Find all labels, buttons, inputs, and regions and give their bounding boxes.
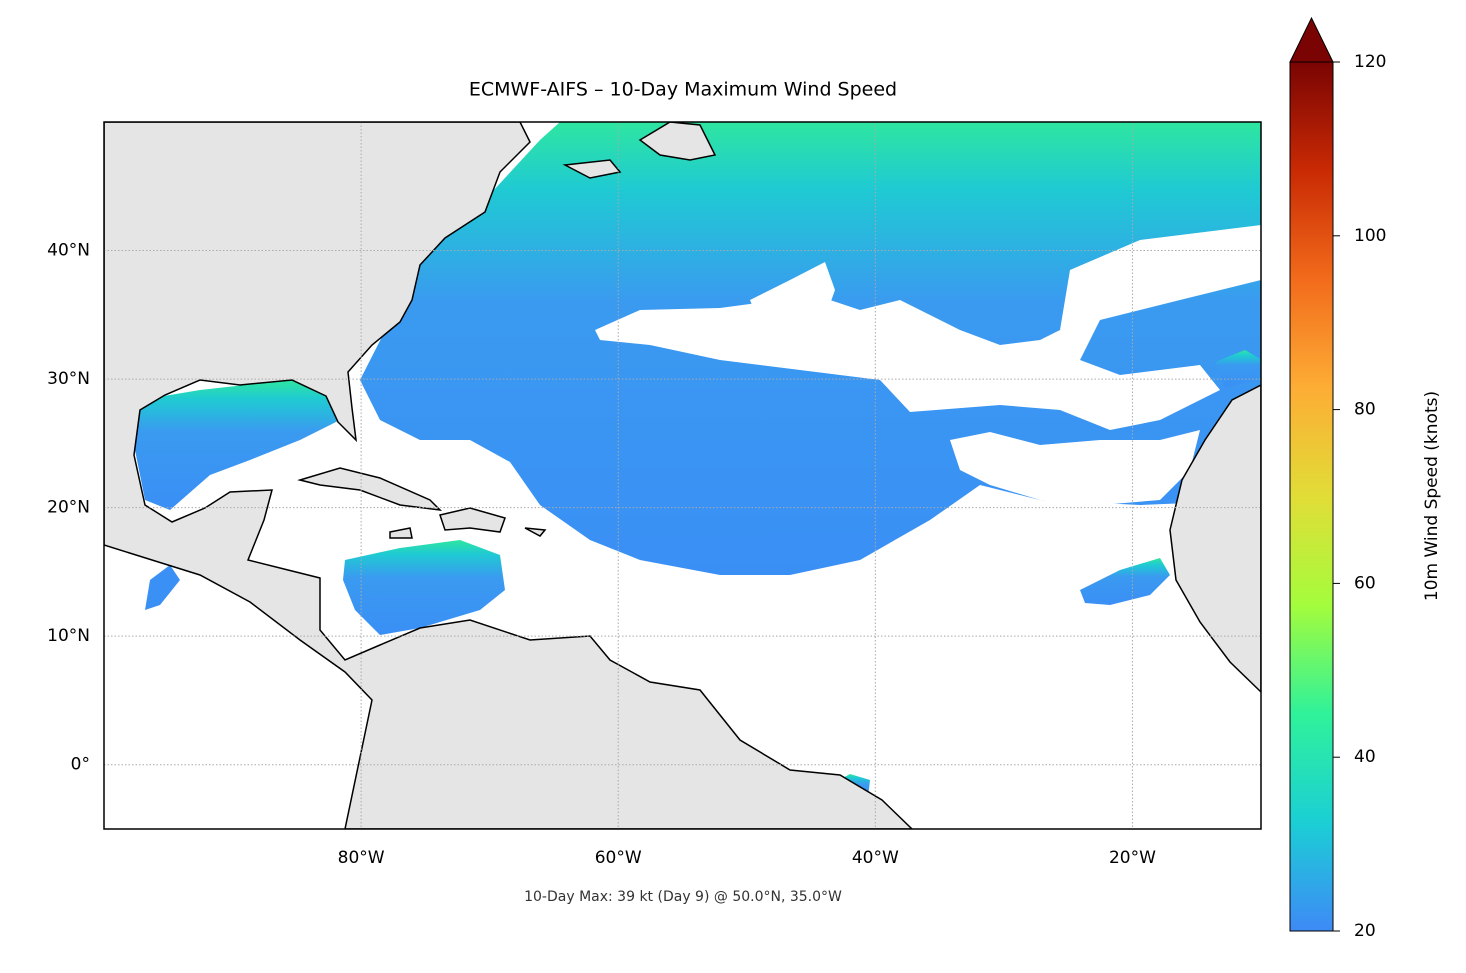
colorbar — [1289, 61, 1334, 932]
wind-field — [135, 380, 340, 510]
colorbar-tick-label: 80 — [1354, 400, 1376, 420]
x-tick-label: 80°W — [338, 848, 385, 868]
annotation: 10-Day Max: 39 kt (Day 9) @ 50.0°N, 35.0… — [524, 889, 842, 905]
land — [297, 467, 547, 539]
colorbar-label: 10m Wind Speed (knots) — [1422, 391, 1442, 601]
colorbar-extend — [1289, 16, 1334, 63]
colorbar-tick-label: 100 — [1354, 226, 1386, 246]
x-tick-label: 40°W — [852, 848, 899, 868]
y-tick-label: 10°N — [47, 626, 90, 646]
x-tick-label: 20°W — [1109, 848, 1156, 868]
x-tick-label: 60°W — [595, 848, 642, 868]
y-tick-label: 0° — [71, 755, 90, 775]
wind-field — [343, 540, 505, 635]
calm-area — [950, 430, 1200, 505]
land — [1169, 384, 1261, 694]
y-tick-label: 40°N — [47, 241, 90, 261]
land — [104, 122, 914, 829]
chart-title: ECMWF-AIFS – 10-Day Maximum Wind Speed — [469, 79, 897, 101]
y-tick-label: 20°N — [47, 498, 90, 518]
wind-field — [1080, 558, 1170, 605]
colorbar-tick-label: 40 — [1354, 747, 1376, 767]
colorbar-tick-label: 120 — [1354, 52, 1386, 72]
grid — [104, 122, 1261, 829]
calm-area — [750, 262, 835, 320]
map-frame — [103, 121, 1262, 830]
colorbar-tick-label: 60 — [1354, 573, 1376, 593]
colorbar-tick-label: 20 — [1354, 921, 1376, 941]
land — [562, 122, 717, 179]
y-tick-label: 30°N — [47, 369, 90, 389]
wind-field — [1215, 350, 1261, 388]
